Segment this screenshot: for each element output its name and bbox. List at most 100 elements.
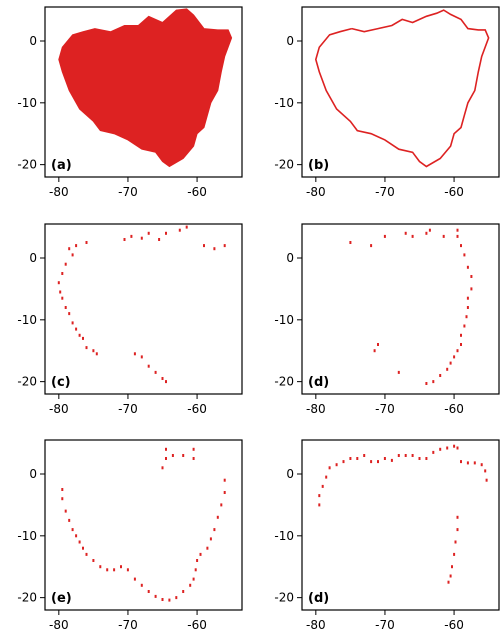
data-point bbox=[456, 528, 459, 532]
data-point bbox=[168, 598, 171, 602]
x-tick-label: -60 bbox=[187, 185, 207, 199]
data-point bbox=[446, 446, 449, 450]
data-point bbox=[61, 296, 64, 300]
data-point bbox=[165, 380, 167, 384]
x-tick-label: -80 bbox=[49, 185, 69, 199]
panel-label: (a) bbox=[51, 158, 72, 173]
data-point bbox=[75, 534, 78, 538]
y-tick-label: 0 bbox=[29, 251, 37, 265]
data-point bbox=[321, 484, 324, 488]
data-point bbox=[223, 244, 226, 248]
panel-0: -80 -70 -60 0 -10 -20 (a) bbox=[17, 6, 243, 199]
data-point bbox=[154, 594, 157, 598]
data-point bbox=[383, 457, 386, 460]
data-point bbox=[404, 454, 407, 457]
data-point bbox=[175, 596, 178, 600]
data-point bbox=[185, 225, 188, 229]
data-point bbox=[373, 349, 376, 353]
data-point bbox=[356, 457, 359, 460]
y-tick-label: 0 bbox=[286, 251, 294, 265]
data-point bbox=[78, 333, 81, 337]
data-point bbox=[466, 265, 469, 269]
x-tick-label: -70 bbox=[118, 618, 138, 632]
data-point bbox=[465, 315, 468, 319]
data-point bbox=[95, 352, 98, 356]
data-point bbox=[120, 565, 122, 569]
data-point bbox=[68, 247, 71, 251]
data-point bbox=[182, 590, 185, 593]
data-point bbox=[411, 454, 414, 457]
x-tick-label: -70 bbox=[118, 402, 138, 416]
data-point bbox=[178, 228, 181, 232]
data-point bbox=[370, 244, 373, 248]
data-point bbox=[82, 546, 84, 550]
data-point bbox=[442, 234, 445, 238]
data-point bbox=[449, 361, 452, 365]
panel-2: -80 -70 -60 0 -10 -20 (c) bbox=[17, 223, 243, 416]
data-point bbox=[147, 590, 150, 593]
boundary-line bbox=[314, 9, 490, 168]
data-point bbox=[130, 234, 133, 238]
data-point bbox=[78, 540, 81, 544]
data-point bbox=[428, 228, 431, 232]
data-point bbox=[64, 262, 67, 266]
data-point bbox=[68, 312, 71, 316]
panel-label: (c) bbox=[51, 375, 71, 390]
data-point bbox=[432, 380, 435, 384]
data-point bbox=[463, 324, 466, 328]
data-point bbox=[460, 333, 462, 337]
data-point bbox=[325, 475, 328, 479]
x-tick-label: -70 bbox=[118, 185, 138, 199]
data-point bbox=[466, 461, 469, 465]
data-point bbox=[470, 275, 473, 278]
data-point bbox=[61, 497, 64, 501]
y-tick-label: 0 bbox=[29, 467, 37, 481]
data-point bbox=[123, 238, 126, 241]
data-point bbox=[165, 447, 167, 451]
data-point bbox=[390, 458, 393, 462]
data-point bbox=[485, 478, 488, 482]
data-point bbox=[171, 454, 174, 457]
data-point bbox=[99, 565, 102, 569]
data-point bbox=[460, 343, 462, 346]
data-point bbox=[453, 355, 456, 359]
data-point bbox=[463, 253, 466, 257]
x-tick-label: -80 bbox=[49, 618, 69, 632]
data-point bbox=[318, 494, 321, 498]
data-point bbox=[85, 241, 88, 244]
plot-frame bbox=[44, 223, 243, 395]
plot-frame bbox=[301, 6, 500, 178]
panel-1: -80 -70 -60 0 -10 -20 (b) bbox=[274, 6, 500, 199]
data-point bbox=[133, 577, 136, 581]
x-tick-label: -60 bbox=[444, 185, 464, 199]
x-tick-label: -80 bbox=[306, 402, 326, 416]
y-tick-label: -20 bbox=[17, 375, 37, 389]
data-point bbox=[383, 234, 386, 238]
data-point bbox=[328, 466, 331, 470]
data-point bbox=[161, 377, 164, 380]
data-point bbox=[209, 537, 212, 541]
data-point bbox=[447, 580, 450, 584]
data-point bbox=[75, 327, 78, 331]
data-point bbox=[147, 231, 150, 235]
data-point bbox=[473, 461, 476, 465]
y-tick-label: -20 bbox=[17, 158, 37, 172]
panel-label: (d) bbox=[308, 591, 329, 606]
x-tick-label: -60 bbox=[444, 618, 464, 632]
data-point bbox=[432, 450, 435, 454]
y-tick-label: 0 bbox=[286, 467, 294, 481]
data-point bbox=[61, 488, 64, 491]
y-tick-label: -10 bbox=[17, 96, 37, 110]
data-point bbox=[456, 515, 459, 519]
x-tick-label: -80 bbox=[306, 185, 326, 199]
plot-frame bbox=[301, 439, 500, 611]
filled-region bbox=[58, 8, 233, 168]
data-point bbox=[92, 349, 95, 353]
y-tick-label: -20 bbox=[274, 591, 294, 605]
data-point bbox=[223, 478, 226, 482]
x-tick-label: -80 bbox=[49, 402, 69, 416]
data-point bbox=[75, 244, 78, 248]
data-point bbox=[454, 540, 457, 544]
data-point bbox=[182, 454, 185, 457]
data-point bbox=[113, 568, 116, 572]
